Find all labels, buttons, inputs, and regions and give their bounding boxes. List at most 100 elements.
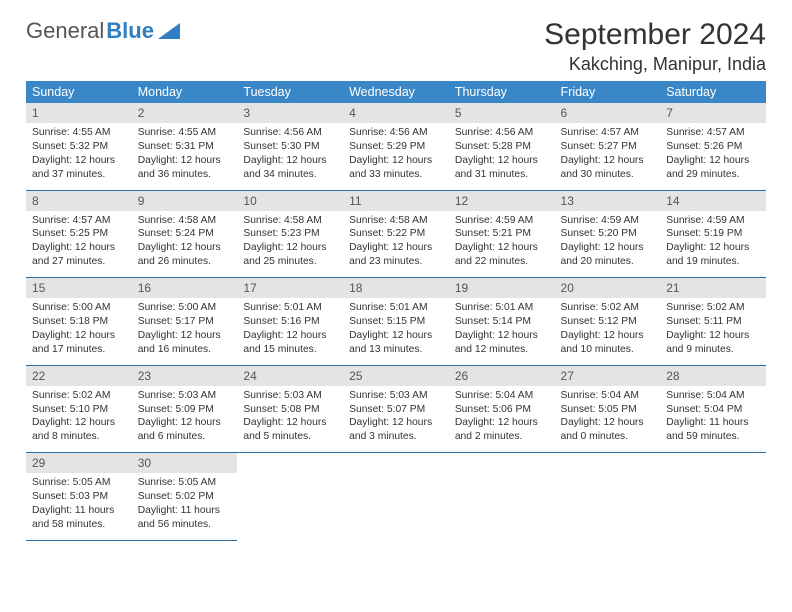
calendar-day-cell: 6Sunrise: 4:57 AMSunset: 5:27 PMDaylight…: [555, 103, 661, 190]
day-details: Sunrise: 5:04 AMSunset: 5:05 PMDaylight:…: [555, 386, 661, 453]
daylight-text: Daylight: 12 hours: [243, 416, 337, 430]
sunrise-text: Sunrise: 5:05 AM: [138, 476, 232, 490]
calendar-day-cell: 5Sunrise: 4:56 AMSunset: 5:28 PMDaylight…: [449, 103, 555, 190]
calendar-day-cell: 25Sunrise: 5:03 AMSunset: 5:07 PMDayligh…: [343, 365, 449, 453]
calendar-week-row: 8Sunrise: 4:57 AMSunset: 5:25 PMDaylight…: [26, 190, 766, 278]
day-details: Sunrise: 5:01 AMSunset: 5:14 PMDaylight:…: [449, 298, 555, 365]
daylight-text: Daylight: 12 hours: [349, 416, 443, 430]
logo-text-2: Blue: [106, 18, 154, 44]
day-number: 13: [555, 191, 661, 211]
calendar-day-cell: 27Sunrise: 5:04 AMSunset: 5:05 PMDayligh…: [555, 365, 661, 453]
day-number: 16: [132, 278, 238, 298]
day-number: 7: [660, 103, 766, 123]
calendar-day-cell: [660, 453, 766, 541]
daylight-text: and 6 minutes.: [138, 430, 232, 444]
day-details: Sunrise: 4:58 AMSunset: 5:24 PMDaylight:…: [132, 211, 238, 278]
daylight-text: Daylight: 12 hours: [561, 154, 655, 168]
sunset-text: Sunset: 5:20 PM: [561, 227, 655, 241]
daylight-text: Daylight: 12 hours: [349, 329, 443, 343]
sunrise-text: Sunrise: 4:57 AM: [561, 126, 655, 140]
daylight-text: and 3 minutes.: [349, 430, 443, 444]
location-label: Kakching, Manipur, India: [544, 54, 766, 75]
daylight-text: Daylight: 11 hours: [138, 504, 232, 518]
day-number: 6: [555, 103, 661, 123]
weekday-header: Wednesday: [343, 81, 449, 103]
daylight-text: and 56 minutes.: [138, 518, 232, 532]
daylight-text: and 30 minutes.: [561, 168, 655, 182]
day-details: Sunrise: 4:57 AMSunset: 5:27 PMDaylight:…: [555, 123, 661, 190]
day-number: 20: [555, 278, 661, 298]
day-number: 23: [132, 366, 238, 386]
sunrise-text: Sunrise: 4:58 AM: [349, 214, 443, 228]
calendar-day-cell: 3Sunrise: 4:56 AMSunset: 5:30 PMDaylight…: [237, 103, 343, 190]
daylight-text: and 19 minutes.: [666, 255, 760, 269]
calendar-day-cell: 2Sunrise: 4:55 AMSunset: 5:31 PMDaylight…: [132, 103, 238, 190]
daylight-text: and 25 minutes.: [243, 255, 337, 269]
daylight-text: and 23 minutes.: [349, 255, 443, 269]
day-number: 15: [26, 278, 132, 298]
daylight-text: Daylight: 12 hours: [138, 416, 232, 430]
sunset-text: Sunset: 5:25 PM: [32, 227, 126, 241]
day-number: 9: [132, 191, 238, 211]
day-number: 3: [237, 103, 343, 123]
day-details: Sunrise: 4:56 AMSunset: 5:28 PMDaylight:…: [449, 123, 555, 190]
daylight-text: Daylight: 11 hours: [32, 504, 126, 518]
day-number: 12: [449, 191, 555, 211]
calendar-day-cell: 11Sunrise: 4:58 AMSunset: 5:22 PMDayligh…: [343, 190, 449, 278]
daylight-text: and 10 minutes.: [561, 343, 655, 357]
sunset-text: Sunset: 5:32 PM: [32, 140, 126, 154]
calendar-day-cell: 10Sunrise: 4:58 AMSunset: 5:23 PMDayligh…: [237, 190, 343, 278]
day-details: Sunrise: 4:56 AMSunset: 5:29 PMDaylight:…: [343, 123, 449, 190]
sunset-text: Sunset: 5:31 PM: [138, 140, 232, 154]
sunset-text: Sunset: 5:05 PM: [561, 403, 655, 417]
calendar-day-cell: 16Sunrise: 5:00 AMSunset: 5:17 PMDayligh…: [132, 278, 238, 366]
daylight-text: Daylight: 12 hours: [32, 154, 126, 168]
sunrise-text: Sunrise: 5:04 AM: [666, 389, 760, 403]
calendar-day-cell: 23Sunrise: 5:03 AMSunset: 5:09 PMDayligh…: [132, 365, 238, 453]
day-details: Sunrise: 5:03 AMSunset: 5:09 PMDaylight:…: [132, 386, 238, 453]
day-details: Sunrise: 4:57 AMSunset: 5:26 PMDaylight:…: [660, 123, 766, 190]
daylight-text: and 15 minutes.: [243, 343, 337, 357]
sunset-text: Sunset: 5:15 PM: [349, 315, 443, 329]
day-number: 4: [343, 103, 449, 123]
day-details: Sunrise: 5:02 AMSunset: 5:11 PMDaylight:…: [660, 298, 766, 365]
calendar-day-cell: [449, 453, 555, 541]
daylight-text: and 2 minutes.: [455, 430, 549, 444]
sunrise-text: Sunrise: 5:04 AM: [561, 389, 655, 403]
sunrise-text: Sunrise: 5:03 AM: [243, 389, 337, 403]
sunrise-text: Sunrise: 4:57 AM: [32, 214, 126, 228]
daylight-text: Daylight: 12 hours: [32, 329, 126, 343]
sunrise-text: Sunrise: 5:00 AM: [138, 301, 232, 315]
sunrise-text: Sunrise: 4:58 AM: [138, 214, 232, 228]
sunset-text: Sunset: 5:12 PM: [561, 315, 655, 329]
daylight-text: and 59 minutes.: [666, 430, 760, 444]
sunrise-text: Sunrise: 5:01 AM: [455, 301, 549, 315]
daylight-text: and 26 minutes.: [138, 255, 232, 269]
day-details: Sunrise: 4:57 AMSunset: 5:25 PMDaylight:…: [26, 211, 132, 278]
sunset-text: Sunset: 5:18 PM: [32, 315, 126, 329]
title-block: September 2024 Kakching, Manipur, India: [544, 18, 766, 75]
calendar-day-cell: 1Sunrise: 4:55 AMSunset: 5:32 PMDaylight…: [26, 103, 132, 190]
day-number: 5: [449, 103, 555, 123]
day-details: Sunrise: 4:59 AMSunset: 5:19 PMDaylight:…: [660, 211, 766, 278]
daylight-text: and 36 minutes.: [138, 168, 232, 182]
sunset-text: Sunset: 5:09 PM: [138, 403, 232, 417]
sunset-text: Sunset: 5:22 PM: [349, 227, 443, 241]
day-number: 10: [237, 191, 343, 211]
logo-triangle-icon: [158, 23, 180, 39]
daylight-text: and 22 minutes.: [455, 255, 549, 269]
sunset-text: Sunset: 5:26 PM: [666, 140, 760, 154]
sunrise-text: Sunrise: 5:00 AM: [32, 301, 126, 315]
sunrise-text: Sunrise: 4:56 AM: [455, 126, 549, 140]
sunrise-text: Sunrise: 5:01 AM: [243, 301, 337, 315]
day-details: Sunrise: 5:03 AMSunset: 5:07 PMDaylight:…: [343, 386, 449, 453]
day-number: 22: [26, 366, 132, 386]
daylight-text: Daylight: 12 hours: [243, 329, 337, 343]
calendar-week-row: 1Sunrise: 4:55 AMSunset: 5:32 PMDaylight…: [26, 103, 766, 190]
daylight-text: Daylight: 12 hours: [349, 154, 443, 168]
daylight-text: and 9 minutes.: [666, 343, 760, 357]
day-details: Sunrise: 5:05 AMSunset: 5:02 PMDaylight:…: [132, 473, 238, 540]
daylight-text: and 0 minutes.: [561, 430, 655, 444]
daylight-text: and 17 minutes.: [32, 343, 126, 357]
daylight-text: Daylight: 12 hours: [32, 241, 126, 255]
